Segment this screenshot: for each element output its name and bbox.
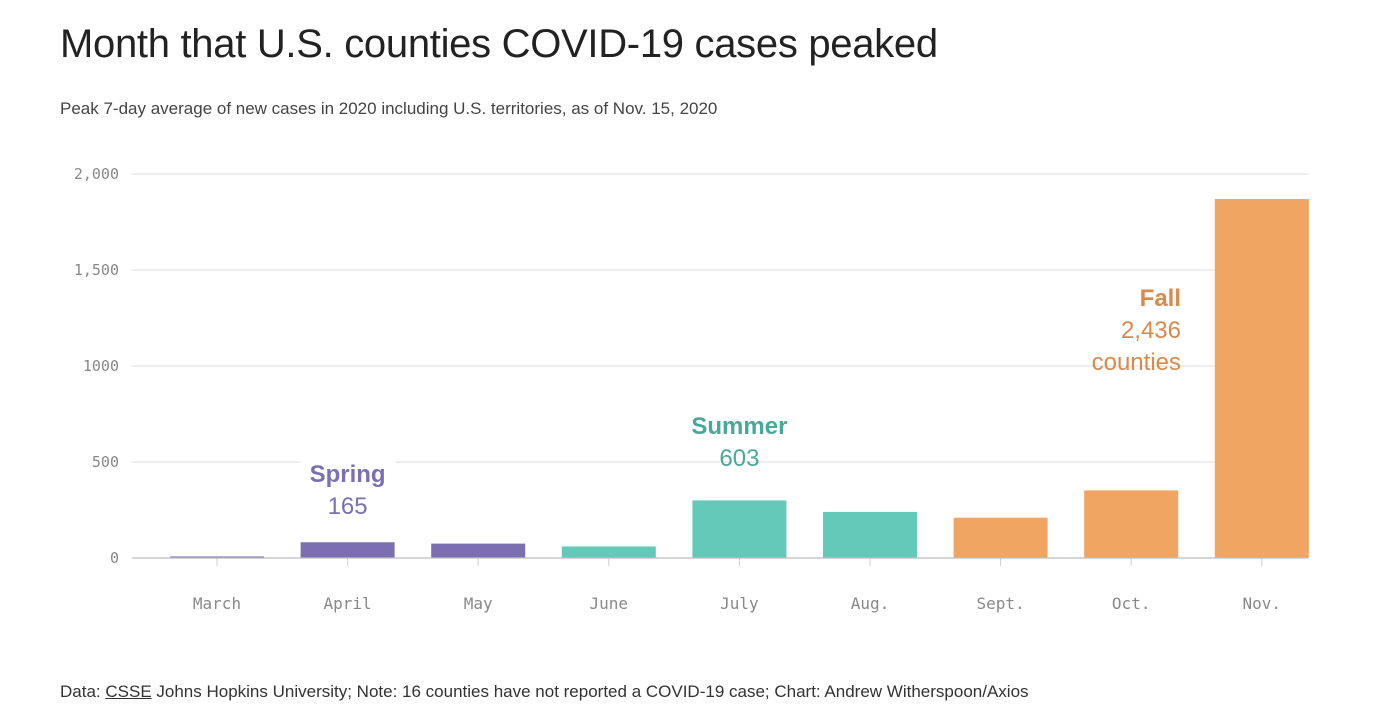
x-tick-label: April	[324, 594, 372, 613]
source-note: Data: CSSE Johns Hopkins University; Not…	[60, 682, 1029, 702]
season-count-spring: 165	[328, 493, 368, 520]
bar	[823, 511, 917, 558]
season-label-fall: Fall	[1140, 285, 1181, 312]
season-label-spring: Spring	[310, 461, 386, 488]
chart-subtitle: Peak 7-day average of new cases in 2020 …	[60, 99, 718, 118]
bar	[692, 500, 787, 558]
bar	[170, 556, 264, 558]
bar	[953, 517, 1048, 558]
season-count-fall: counties	[1092, 349, 1181, 376]
y-tick-label: 500	[92, 453, 119, 471]
chart-title: Month that U.S. counties COVID-19 cases …	[60, 22, 938, 66]
x-tick-label: Nov.	[1243, 594, 1282, 613]
x-tick-label: July	[720, 594, 759, 613]
y-tick-label: 0	[110, 549, 119, 567]
bar	[1084, 490, 1179, 558]
bar	[300, 542, 395, 558]
y-tick-label: 2,000	[74, 165, 119, 183]
x-tick-label: Aug.	[851, 594, 890, 613]
season-count-fall: 2,436	[1121, 317, 1181, 344]
csse-link[interactable]: CSSE	[105, 682, 152, 701]
bar	[431, 543, 526, 558]
y-tick-label: 1,500	[74, 261, 119, 279]
x-tick-label: March	[193, 594, 241, 613]
x-tick-label: June	[590, 594, 629, 613]
season-count-summer: 603	[719, 445, 759, 472]
x-tick-label: May	[464, 594, 493, 613]
season-label-summer: Summer	[691, 413, 787, 440]
bar	[561, 546, 656, 558]
annotation-background	[299, 456, 396, 528]
source-rest: Johns Hopkins University; Note: 16 count…	[151, 682, 1029, 701]
x-tick-label: Oct.	[1112, 594, 1151, 613]
source-prefix: Data:	[60, 682, 106, 701]
y-tick-label: 1000	[83, 357, 119, 375]
x-tick-label: Sept.	[977, 594, 1025, 613]
bar	[1214, 198, 1309, 558]
